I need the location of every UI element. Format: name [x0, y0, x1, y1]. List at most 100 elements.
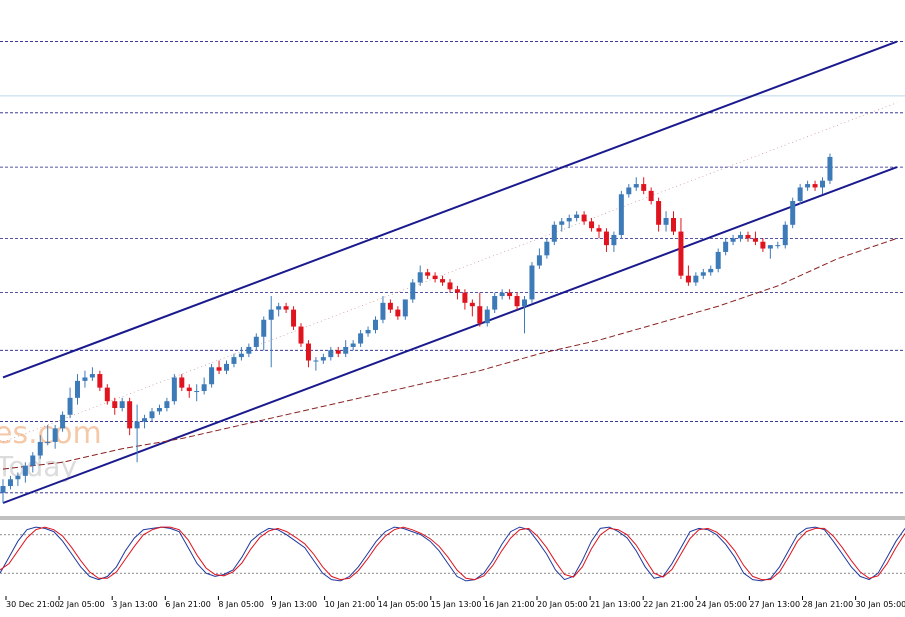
candle-body — [820, 180, 825, 188]
candle-body — [335, 350, 341, 354]
candle — [112, 397, 118, 415]
candle — [373, 316, 378, 334]
candle-body — [484, 309, 490, 324]
candle — [589, 218, 595, 232]
x-tick-label: 22 Jan 21:00 — [643, 600, 694, 609]
x-tick-label: 27 Jan 13:00 — [749, 600, 800, 609]
candle-body — [425, 272, 431, 276]
candle — [805, 180, 811, 191]
stochastic-main-line — [0, 526, 905, 582]
x-tick-label: 30 Jan 05:00 — [856, 600, 905, 609]
candle-body — [82, 377, 88, 381]
candle — [700, 268, 706, 280]
candle-body — [112, 401, 118, 408]
candle-body — [60, 414, 66, 429]
candle — [730, 234, 736, 246]
candle-body — [812, 184, 818, 188]
candle — [224, 360, 229, 375]
candle-body — [611, 234, 617, 246]
candle — [581, 211, 587, 225]
candle-body — [15, 475, 21, 480]
x-tick-label: 8 Jan 05:00 — [218, 600, 264, 609]
candle — [715, 248, 721, 273]
candle-body — [574, 214, 580, 218]
candle — [365, 326, 371, 337]
candle — [402, 299, 408, 320]
candle-body — [216, 367, 222, 371]
candle — [238, 346, 244, 361]
candle-body — [52, 428, 58, 442]
candle — [633, 177, 639, 191]
candle-body — [380, 302, 386, 320]
candle — [618, 190, 624, 239]
candle-body — [75, 380, 80, 398]
candle-body — [462, 292, 468, 303]
channel-lower-line — [2, 166, 898, 504]
candle — [380, 296, 386, 324]
candle-body — [276, 306, 282, 310]
candle-body — [693, 275, 699, 283]
candle — [477, 292, 483, 327]
candle-body — [603, 231, 609, 246]
candle-body — [127, 401, 133, 429]
candle — [522, 296, 527, 334]
candle-body — [752, 238, 758, 242]
candle — [22, 462, 28, 483]
candle-body — [328, 350, 334, 358]
candle-body — [663, 218, 669, 225]
candle — [507, 289, 513, 300]
candle-body — [104, 387, 110, 402]
candle-body — [514, 296, 520, 307]
candle — [268, 296, 274, 368]
candle — [335, 346, 341, 358]
candle — [358, 329, 364, 347]
candle-body — [410, 282, 416, 300]
x-tick-label: 10 Jan 21:00 — [325, 600, 376, 609]
candle — [45, 424, 51, 446]
candle — [156, 404, 162, 415]
candle-body — [343, 346, 349, 354]
candle-body — [685, 275, 691, 283]
candle-body — [261, 319, 267, 337]
candle — [745, 231, 751, 242]
candle-body — [156, 408, 162, 412]
candle — [551, 221, 557, 246]
candle — [60, 411, 66, 432]
candle — [231, 353, 237, 368]
candle-body — [775, 245, 781, 247]
ma-layer — [2, 237, 898, 470]
candle — [104, 384, 110, 405]
candle-body — [45, 441, 51, 443]
channel-layer — [2, 40, 898, 504]
candle — [782, 221, 788, 249]
candle-body — [246, 346, 252, 354]
candle — [261, 316, 267, 351]
candle — [343, 340, 349, 358]
candle — [0, 479, 6, 503]
candle-body — [134, 421, 140, 429]
candle-body — [492, 296, 498, 310]
candle-body — [238, 353, 244, 358]
watermark-line1: es.com — [0, 416, 102, 451]
candle — [253, 333, 259, 351]
candle-body — [730, 238, 736, 242]
candle — [134, 404, 140, 463]
moving-average-line — [2, 237, 898, 470]
candle — [603, 228, 609, 252]
candle-body — [0, 486, 6, 493]
candle — [350, 340, 356, 351]
candle-body — [671, 218, 676, 232]
candle — [440, 275, 446, 286]
candle-body — [387, 302, 393, 310]
candle-body — [760, 241, 766, 249]
candle-body — [536, 255, 542, 266]
candle — [454, 285, 460, 300]
candle-body — [291, 309, 297, 327]
x-tick-label: 21 Jan 13:00 — [590, 600, 641, 609]
candle-body — [283, 306, 289, 310]
candle — [410, 279, 416, 303]
candle — [685, 265, 691, 286]
candle — [283, 302, 289, 313]
